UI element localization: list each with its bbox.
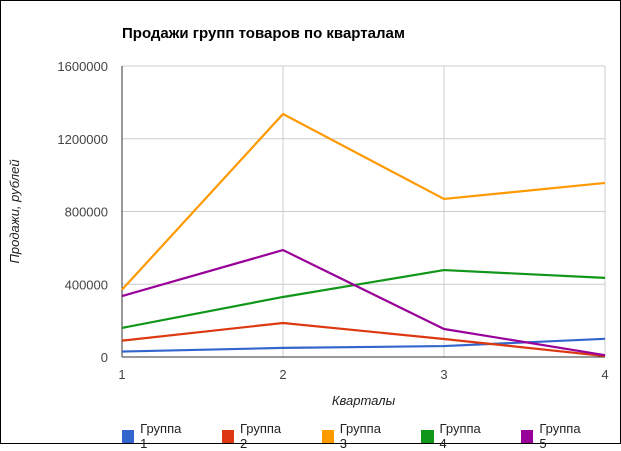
legend-label: Группа 5 — [539, 421, 581, 451]
y-tick-label: 1600000 — [57, 59, 108, 74]
chart-legend: Группа 1 Группа 2 Группа 3 Группа 4 Группа 5 — [122, 421, 621, 451]
legend-label: Группа 1 — [140, 421, 182, 451]
y-tick-label: 800000 — [65, 205, 108, 220]
legend-item-1[interactable]: Группа 1 — [122, 421, 189, 451]
series-line-4[interactable] — [121, 268, 606, 329]
legend-item-3[interactable]: Группа 3 — [321, 421, 389, 451]
legend-label: Группа 3 — [339, 421, 381, 451]
legend-item-4[interactable]: Группа 4 — [421, 421, 488, 451]
x-axis-label: Кварталы — [332, 393, 396, 408]
x-tick-label: 3 — [440, 367, 447, 382]
series-line-1[interactable] — [121, 337, 606, 353]
series-line-5[interactable] — [121, 248, 606, 357]
legend-swatch-icon — [521, 429, 534, 443]
y-axis-label: Продажи, рублей — [7, 159, 22, 263]
y-tick-label: 400000 — [65, 277, 108, 292]
x-tick-label: 2 — [279, 367, 286, 382]
legend-swatch-icon — [122, 429, 135, 443]
legend-item-5[interactable]: Группа 5 — [521, 421, 588, 451]
x-tick-label: 1 — [118, 367, 125, 382]
chart-title: Продажи групп товаров по кварталам — [122, 25, 405, 42]
legend-swatch-icon — [421, 429, 434, 443]
legend-swatch-icon — [221, 429, 234, 443]
x-tick-label: 4 — [601, 367, 608, 382]
legend-label: Группа 2 — [239, 421, 282, 451]
legend-swatch-icon — [321, 429, 334, 443]
y-tick-label: 0 — [101, 350, 108, 365]
y-tick-label: 1200000 — [57, 132, 108, 147]
legend-item-2[interactable]: Группа 2 — [221, 421, 289, 451]
series-line-2[interactable] — [121, 321, 606, 358]
series-line-3[interactable] — [121, 112, 606, 291]
legend-label: Группа 4 — [439, 421, 481, 451]
